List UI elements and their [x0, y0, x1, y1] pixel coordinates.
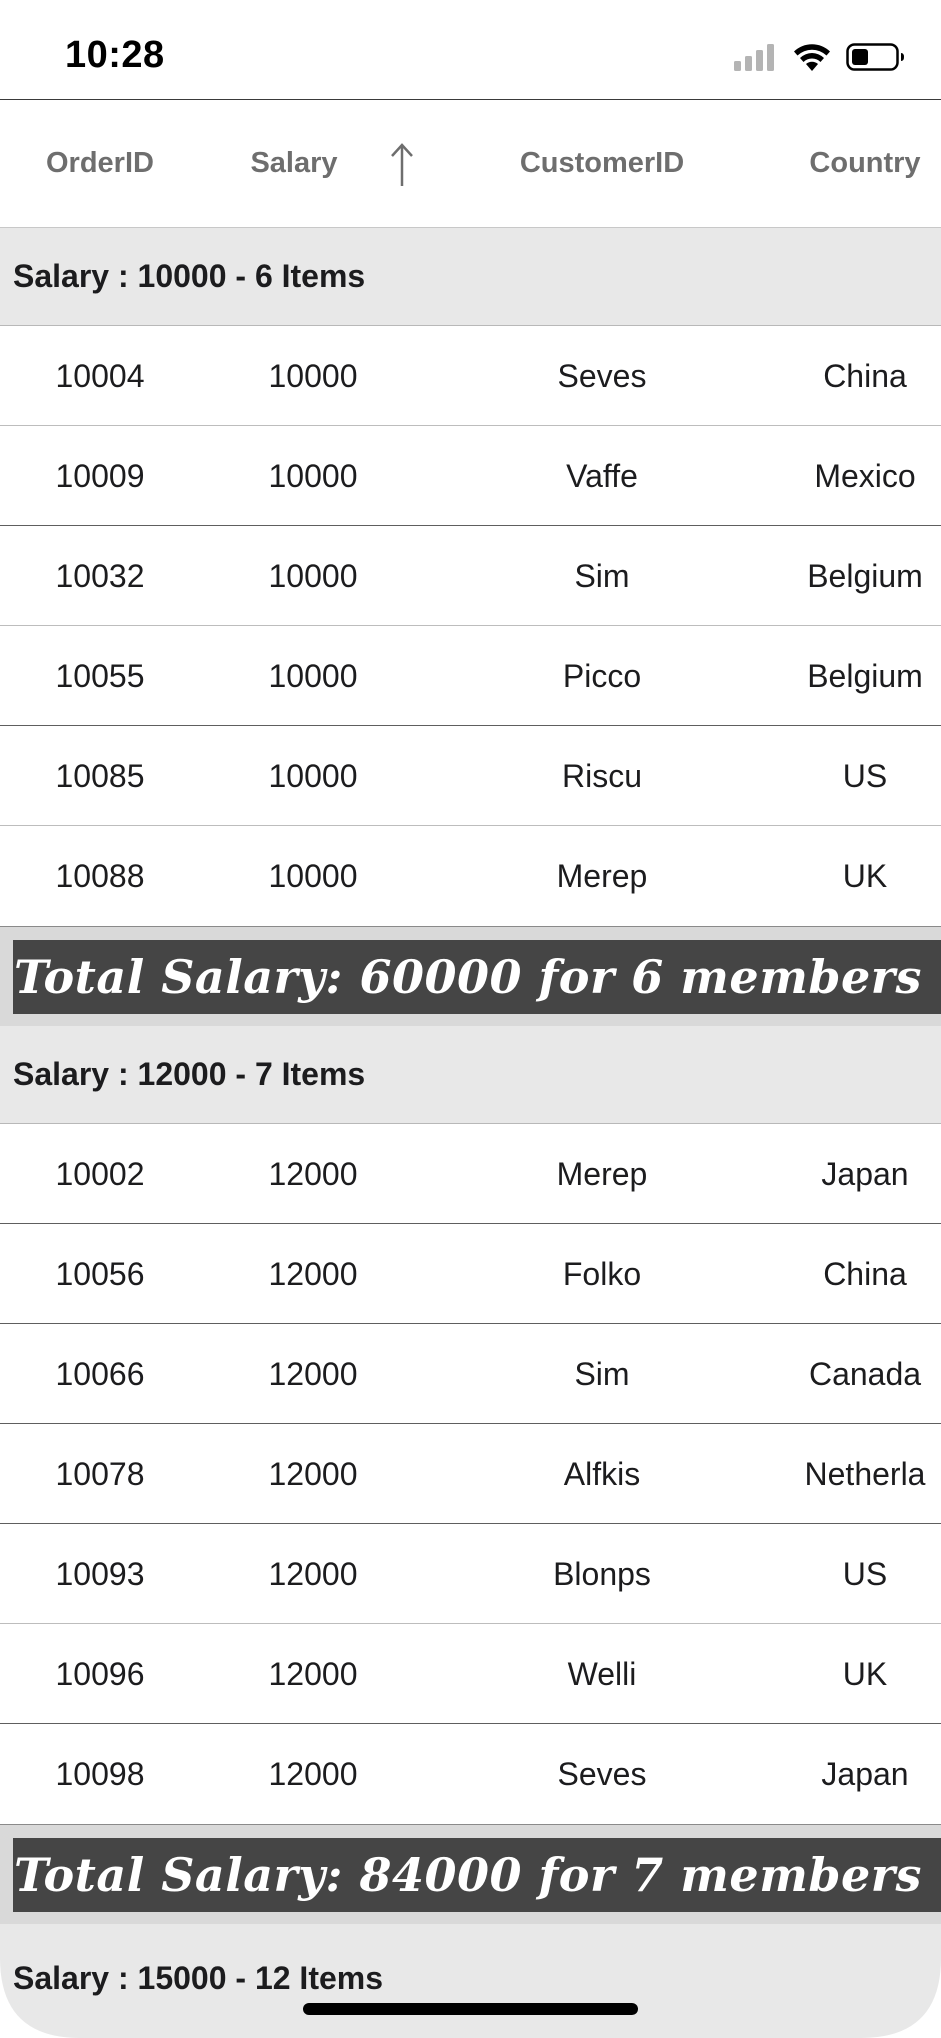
cell-salary: 10000	[268, 357, 358, 394]
cell-salary: 12000	[268, 1655, 358, 1692]
status-bar: 10:28	[0, 0, 941, 100]
group-caption[interactable]: Salary : 12000 - 7 Items	[0, 1026, 941, 1124]
cell-country: US	[842, 757, 888, 794]
cell-salary: 10000	[268, 457, 358, 494]
table-row[interactable]: 10093 12000 Blonps US	[0, 1524, 941, 1624]
cell-salary: 12000	[268, 1355, 358, 1392]
cell-orderid: 10093	[55, 1555, 145, 1592]
cell-country: China	[823, 1255, 907, 1292]
cell-orderid: 10066	[55, 1355, 145, 1392]
wifi-icon	[794, 44, 830, 71]
cell-salary: 12000	[268, 1255, 358, 1292]
group-caption[interactable]: Salary : 10000 - 6 Items	[0, 228, 941, 326]
cell-salary: 10000	[268, 857, 358, 894]
cell-salary: 12000	[268, 1455, 358, 1492]
column-header-orderid[interactable]: OrderID	[46, 147, 154, 179]
table-row[interactable]: 10066 12000 Sim Canada	[0, 1324, 941, 1424]
table-row[interactable]: 10088 10000 Merep UK	[0, 826, 941, 926]
table-row[interactable]: 10096 12000 Welli UK	[0, 1624, 941, 1724]
cell-customerid: Welli	[567, 1655, 637, 1692]
cellular-signal-icon	[734, 44, 774, 71]
table-row[interactable]: 10055 10000 Picco Belgium	[0, 626, 941, 726]
home-indicator[interactable]	[303, 2003, 638, 2015]
grid-body: Salary : 10000 - 6 Items 10004 10000 Sev…	[0, 228, 941, 2038]
cell-country: Belgium	[807, 657, 923, 694]
cell-salary: 12000	[268, 1555, 358, 1592]
table-row[interactable]: 10032 10000 Sim Belgium	[0, 526, 941, 626]
cell-country: Mexico	[814, 457, 916, 494]
cell-orderid: 10085	[55, 757, 145, 794]
cell-customerid: Merep	[556, 857, 648, 894]
column-header-country[interactable]: Country	[809, 147, 921, 179]
cell-orderid: 10004	[55, 357, 145, 394]
cell-customerid: Seves	[557, 1755, 647, 1792]
cell-salary: 10000	[268, 657, 358, 694]
table-row[interactable]: 10085 10000 Riscu US	[0, 726, 941, 826]
cell-customerid: Sim	[574, 557, 630, 594]
group-caption[interactable]: Salary : 15000 - 12 Items	[0, 1924, 941, 2038]
arrow-up-icon[interactable]	[384, 140, 420, 188]
table-row[interactable]: 10056 12000 Folko China	[0, 1224, 941, 1324]
cell-country: UK	[842, 1655, 888, 1692]
cell-salary: 12000	[268, 1155, 358, 1192]
cell-orderid: 10096	[55, 1655, 145, 1692]
grid-header: OrderID Salary CustomerID Country	[0, 100, 941, 228]
status-icons	[734, 42, 906, 72]
cell-country: Belgium	[807, 557, 923, 594]
cell-country: China	[823, 357, 907, 394]
cell-salary: 12000	[268, 1755, 358, 1792]
column-header-salary[interactable]: Salary	[250, 147, 338, 179]
cell-customerid: Folko	[562, 1255, 642, 1292]
status-time: 10:28	[65, 34, 165, 76]
cell-customerid: Vaffe	[566, 457, 638, 494]
cell-customerid: Seves	[557, 357, 647, 394]
cell-customerid: Sim	[574, 1355, 630, 1392]
cell-orderid: 10056	[55, 1255, 145, 1292]
group-summary-row: Total Salary: 84000 for 7 members	[0, 1824, 941, 1924]
cell-orderid: 10002	[55, 1155, 145, 1192]
cell-country: Canada	[808, 1355, 922, 1392]
cell-customerid: Alfkis	[563, 1455, 641, 1492]
group-summary: Total Salary: 84000 for 7 members	[13, 1838, 941, 1912]
cell-customerid: Picco	[562, 657, 642, 694]
table-row[interactable]: 10002 12000 Merep Japan	[0, 1124, 941, 1224]
group-summary-row: Total Salary: 60000 for 6 members	[0, 926, 941, 1026]
cell-salary: 10000	[268, 757, 358, 794]
cell-orderid: 10098	[55, 1755, 145, 1792]
table-row[interactable]: 10078 12000 Alfkis Netherla	[0, 1424, 941, 1524]
cell-orderid: 10009	[55, 457, 145, 494]
cell-customerid: Riscu	[561, 757, 642, 794]
table-row[interactable]: 10004 10000 Seves China	[0, 326, 941, 426]
cell-country: Netherla	[804, 1455, 926, 1492]
cell-country: US	[842, 1555, 888, 1592]
cell-country: Japan	[821, 1755, 909, 1792]
table-row[interactable]: 10098 12000 Seves Japan	[0, 1724, 941, 1824]
cell-salary: 10000	[268, 557, 358, 594]
cell-orderid: 10078	[55, 1455, 145, 1492]
column-header-customerid[interactable]: CustomerID	[519, 147, 685, 179]
cell-customerid: Blonps	[553, 1555, 651, 1592]
status-divider	[0, 99, 941, 100]
cell-orderid: 10055	[55, 657, 145, 694]
table-row[interactable]: 10009 10000 Vaffe Mexico	[0, 426, 941, 526]
battery-icon	[846, 43, 904, 71]
cell-country: Japan	[821, 1155, 909, 1192]
cell-country: UK	[842, 857, 888, 894]
group-summary: Total Salary: 60000 for 6 members	[13, 940, 941, 1014]
cell-customerid: Merep	[556, 1155, 648, 1192]
cell-orderid: 10088	[55, 857, 145, 894]
cell-orderid: 10032	[55, 557, 145, 594]
